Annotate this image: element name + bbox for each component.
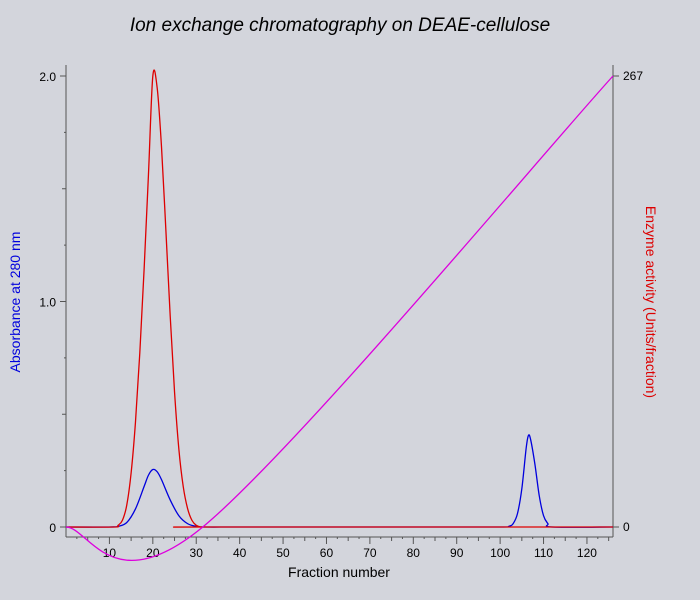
x-tick-label-70: 70 xyxy=(363,546,377,560)
x-tick-label-60: 60 xyxy=(320,546,334,560)
x-tick-label-90: 90 xyxy=(450,546,464,560)
series-line-2 xyxy=(65,69,613,528)
x-tick-label-80: 80 xyxy=(407,546,421,560)
x-tick-label-100: 100 xyxy=(490,546,510,560)
y-right-tick-label: 267 xyxy=(623,69,643,83)
x-tick-label-20: 20 xyxy=(146,546,160,560)
x-tick-label-50: 50 xyxy=(276,546,290,560)
x-tick-label-30: 30 xyxy=(190,546,204,560)
curves xyxy=(65,69,614,562)
x-tick-label-120: 120 xyxy=(577,546,597,560)
y-left-axis-label: Absorbance at 280 nm xyxy=(7,232,23,373)
x-tick-label-110: 110 xyxy=(534,546,553,560)
series-line-1 xyxy=(65,434,614,528)
x-axis-label: Fraction number xyxy=(288,564,390,580)
y-right-tick-label: 0 xyxy=(623,520,630,534)
series-line-3 xyxy=(65,75,614,562)
x-tick-label-40: 40 xyxy=(233,546,247,560)
y-left-tick-label: 1.0 xyxy=(39,296,56,310)
y-left-tick-label: 2.0 xyxy=(39,70,56,84)
chart-title: Ion exchange chromatography on DEAE-cell… xyxy=(130,15,550,36)
y-right-axis-label: Enzyme activity (Units/fraction) xyxy=(643,206,659,398)
y-left-tick-label: 0 xyxy=(49,521,56,535)
